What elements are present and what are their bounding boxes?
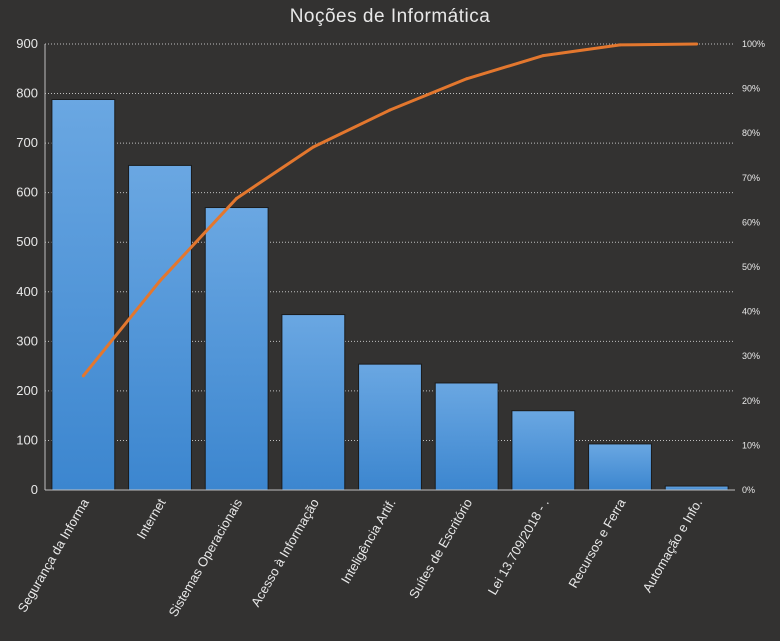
bar xyxy=(128,164,192,491)
category-label: Sistemas Operacionais xyxy=(165,496,245,620)
y-tick-label: 900 xyxy=(16,36,38,51)
y-tick-label: 700 xyxy=(16,135,38,150)
y2-tick-label: 80% xyxy=(742,128,760,138)
y-tick-label: 500 xyxy=(16,234,38,249)
line-point xyxy=(465,77,469,81)
y2-tick-label: 100% xyxy=(742,39,765,49)
y-axis-right: 0% 10% 20% 30% 40% 50% 60% 70% 80% 90% 100% xyxy=(742,39,765,495)
line-point xyxy=(235,196,239,200)
y-tick-label: 200 xyxy=(16,383,38,398)
bar-series xyxy=(51,99,729,491)
category-label: Inteligência Artif. xyxy=(338,496,399,586)
chart-title: Noções de Informática xyxy=(289,6,491,27)
category-label: Segurança da Informa xyxy=(15,495,93,615)
y-tick-label: 100 xyxy=(16,432,38,447)
line-point xyxy=(541,54,545,58)
category-label: Acesso à Informação xyxy=(248,496,322,609)
y2-tick-label: 40% xyxy=(742,307,760,317)
line-point xyxy=(158,279,162,283)
y2-tick-label: 60% xyxy=(742,217,760,227)
cumulative-line-series xyxy=(81,42,699,378)
line-point xyxy=(388,108,392,112)
category-label: Lei 13.709/2018 - . xyxy=(485,496,552,597)
y-tick-label: 600 xyxy=(16,185,38,200)
bar xyxy=(434,382,499,491)
y-tick-label: 400 xyxy=(16,284,38,299)
bar xyxy=(358,363,422,491)
y2-tick-label: 20% xyxy=(742,396,760,406)
category-label: Suítes de Escritório xyxy=(406,496,475,601)
category-label: Recursos e Ferra xyxy=(565,495,629,590)
line-point xyxy=(695,42,699,46)
line-point xyxy=(311,145,315,149)
y-tick-label: 800 xyxy=(16,86,38,101)
y-axis-left: 0 100 200 300 400 500 600 700 800 900 xyxy=(16,36,46,497)
bar xyxy=(204,207,269,491)
line-point xyxy=(618,43,622,47)
bar xyxy=(511,410,576,491)
y2-tick-label: 30% xyxy=(742,351,760,361)
y2-tick-label: 70% xyxy=(742,173,760,183)
bar xyxy=(51,99,116,491)
y-tick-label: 0 xyxy=(31,482,38,497)
bar xyxy=(281,314,346,491)
y2-tick-label: 90% xyxy=(742,84,760,94)
y2-tick-label: 10% xyxy=(742,440,760,450)
y-tick-label: 300 xyxy=(16,333,38,348)
y2-tick-label: 50% xyxy=(742,262,760,272)
bar xyxy=(664,485,729,491)
y2-tick-label: 0% xyxy=(742,485,755,495)
bar xyxy=(588,443,652,491)
line-point xyxy=(81,374,85,378)
category-label: Internet xyxy=(134,496,169,542)
category-label: Automação e Info. xyxy=(640,496,706,595)
